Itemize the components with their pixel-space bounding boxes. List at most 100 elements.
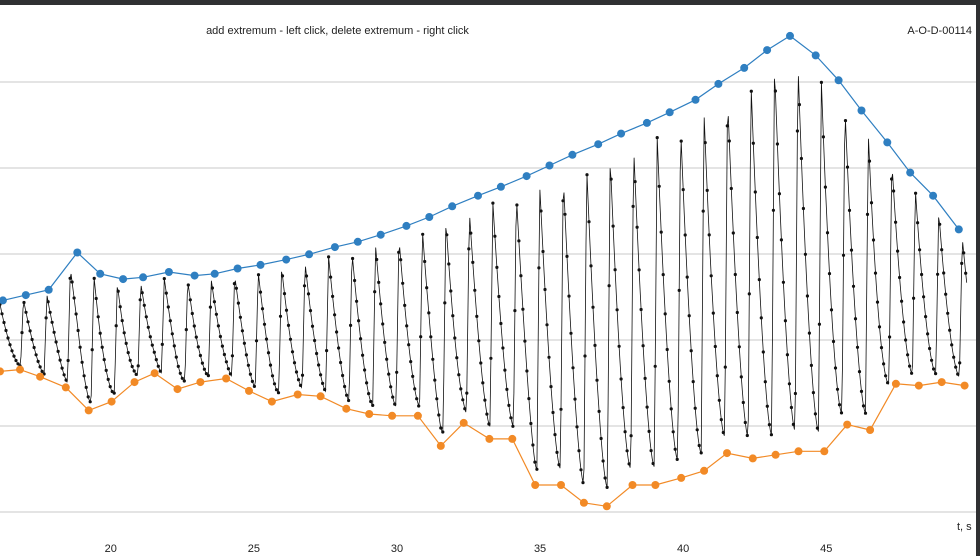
envelopes[interactable] xyxy=(0,31,969,511)
minima-marker[interactable] xyxy=(0,367,4,376)
minima-marker[interactable] xyxy=(579,498,588,507)
maxima-marker[interactable] xyxy=(330,243,339,252)
maxima-marker[interactable] xyxy=(21,291,30,300)
minima-marker[interactable] xyxy=(388,411,397,420)
maxima-marker[interactable] xyxy=(642,118,651,127)
signal-point xyxy=(355,299,359,303)
minima-marker[interactable] xyxy=(557,481,565,489)
maxima-marker[interactable] xyxy=(834,76,843,85)
minima-marker[interactable] xyxy=(84,406,93,415)
maxima-marker[interactable] xyxy=(44,285,53,294)
maxima-marker[interactable] xyxy=(617,129,626,138)
minima-marker[interactable] xyxy=(413,411,422,420)
minima-marker[interactable] xyxy=(866,426,875,434)
signal-point xyxy=(172,344,176,348)
minima-marker[interactable] xyxy=(267,397,276,406)
minima-marker[interactable] xyxy=(891,379,900,388)
minima-marker[interactable] xyxy=(61,383,70,392)
plot-panel[interactable] xyxy=(0,5,976,556)
maxima-marker[interactable] xyxy=(594,140,603,149)
minima-marker[interactable] xyxy=(293,390,302,399)
minima-marker[interactable] xyxy=(173,385,182,394)
maxima-marker[interactable] xyxy=(210,269,219,278)
maxima-marker[interactable] xyxy=(73,248,82,257)
minima-marker[interactable] xyxy=(196,378,205,387)
minima-marker[interactable] xyxy=(794,447,803,456)
minima-marker[interactable] xyxy=(723,449,731,458)
minima-marker[interactable] xyxy=(245,386,253,395)
minima-marker[interactable] xyxy=(937,378,946,387)
minima-marker[interactable] xyxy=(843,420,852,429)
signal-point xyxy=(635,225,639,229)
minima-marker[interactable] xyxy=(130,378,139,387)
minima-marker[interactable] xyxy=(820,447,829,456)
signal-point xyxy=(46,300,50,304)
signal-point xyxy=(441,430,445,434)
maxima-marker[interactable] xyxy=(811,51,820,60)
maxima-marker[interactable] xyxy=(763,46,772,55)
minima-marker[interactable] xyxy=(485,434,494,443)
maxima-marker[interactable] xyxy=(568,150,577,159)
maxima-marker[interactable] xyxy=(256,260,265,269)
signal-point xyxy=(765,404,769,408)
minima-marker[interactable] xyxy=(531,481,540,489)
maxima-marker[interactable] xyxy=(139,273,148,282)
minima-marker[interactable] xyxy=(365,410,374,418)
minima-marker[interactable] xyxy=(651,481,660,489)
minima-marker[interactable] xyxy=(316,392,325,401)
maxima-marker[interactable] xyxy=(353,237,362,246)
maxima-marker[interactable] xyxy=(448,202,457,211)
maxima-marker[interactable] xyxy=(402,221,411,230)
maxima-marker[interactable] xyxy=(665,108,674,117)
minima-marker[interactable] xyxy=(107,397,116,406)
maxima-marker[interactable] xyxy=(954,225,963,234)
minima-marker[interactable] xyxy=(960,381,969,390)
maxima-marker[interactable] xyxy=(691,95,700,104)
maxima-marker[interactable] xyxy=(282,255,291,264)
minima-marker[interactable] xyxy=(508,434,517,443)
minima-marker[interactable] xyxy=(342,404,351,413)
minima-marker[interactable] xyxy=(436,441,445,450)
minima-marker[interactable] xyxy=(748,454,757,463)
signal-point xyxy=(853,317,858,321)
maxima-marker[interactable] xyxy=(233,264,242,273)
maxima-marker[interactable] xyxy=(522,172,531,181)
minima-marker[interactable] xyxy=(222,374,231,383)
maxima-marker[interactable] xyxy=(906,168,915,177)
maxima-marker[interactable] xyxy=(474,191,482,200)
maxima-marker[interactable] xyxy=(0,296,7,305)
signal-point xyxy=(122,331,126,335)
maxima-marker[interactable] xyxy=(545,161,554,170)
maxima-marker[interactable] xyxy=(740,63,749,72)
minima-marker[interactable] xyxy=(628,481,637,489)
signal-point xyxy=(705,188,709,192)
minima-marker[interactable] xyxy=(771,450,780,459)
minima-marker[interactable] xyxy=(16,365,24,374)
signal-point xyxy=(52,330,56,334)
maxima-marker[interactable] xyxy=(190,271,199,280)
signal-trace[interactable] xyxy=(0,76,968,489)
minima-marker[interactable] xyxy=(914,381,923,390)
maxima-marker[interactable] xyxy=(96,269,105,278)
maxima-marker[interactable] xyxy=(496,182,505,191)
maxima-marker[interactable] xyxy=(305,250,314,259)
minima-marker[interactable] xyxy=(150,369,159,378)
signal-point xyxy=(733,272,737,277)
signal-point xyxy=(529,421,533,426)
maxima-marker[interactable] xyxy=(883,138,892,147)
minima-marker[interactable] xyxy=(700,466,709,475)
signal-point xyxy=(711,311,715,315)
maxima-marker[interactable] xyxy=(714,79,723,88)
maxima-marker[interactable] xyxy=(119,275,128,284)
minima-marker[interactable] xyxy=(677,473,686,482)
minima-marker[interactable] xyxy=(459,418,468,427)
maxima-marker[interactable] xyxy=(164,268,173,276)
maxima-marker[interactable] xyxy=(857,106,866,115)
maxima-marker[interactable] xyxy=(376,230,385,239)
maxima-marker[interactable] xyxy=(425,213,434,221)
minima-marker[interactable] xyxy=(36,372,45,381)
maxima-marker[interactable] xyxy=(786,31,794,40)
maxima-marker[interactable] xyxy=(929,191,938,200)
minima-marker[interactable] xyxy=(602,502,611,511)
